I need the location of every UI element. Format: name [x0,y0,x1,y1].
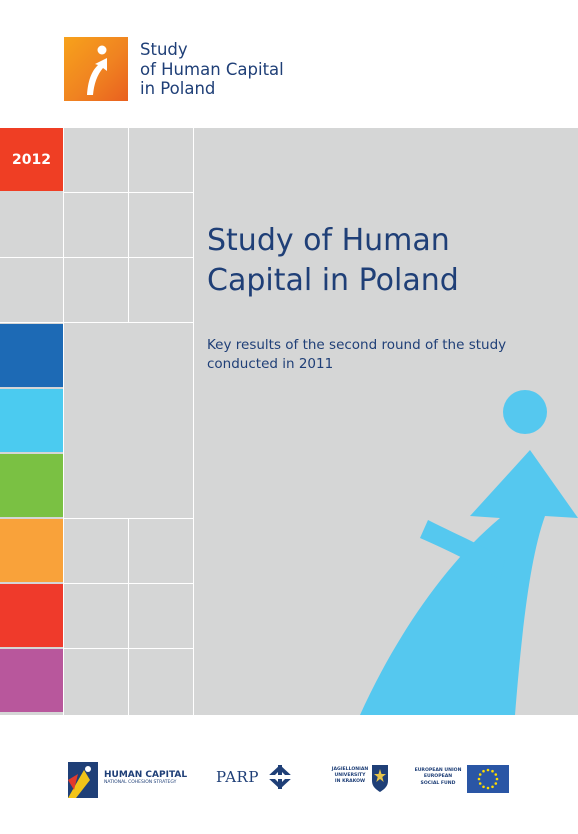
color-square-purple [0,649,63,712]
parp-logo-text: PARP [216,768,259,786]
eu-line-3: SOCIAL FUND [420,780,456,786]
grid-line [128,128,129,323]
eu-flag-icon [467,765,509,793]
grid-line [63,192,193,193]
cover-subtitle: Key results of the second round of the s… [207,336,506,374]
eu-line-2: EUROPEAN [423,774,453,780]
human-capital-subtitle: NATIONAL COHESION STRATEGY [104,780,177,785]
logo-title-line-2: of Human Capital [140,59,284,79]
grid-line [0,257,193,258]
grid-line [63,128,64,715]
jagiellonian-crest-icon [371,763,389,797]
cover-subtitle-line-2: conducted in 2011 [207,356,334,372]
grid-line [0,322,193,323]
study-logo-icon [64,37,128,101]
color-square-orange [0,519,63,582]
grid-line [63,583,193,584]
human-capital-text: HUMAN CAPITAL NATIONAL COHESION STRATEGY [104,770,187,785]
cover-title: Study of Human Capital in Poland [207,221,459,301]
logo-title-line-1: Study [140,40,188,59]
cover-panel: 2012 Study of Human Capital in Poland Ke… [0,128,578,715]
human-capital-title: HUMAN CAPITAL [104,770,188,780]
cover-title-line-2: Capital in Poland [207,263,459,298]
grid-line [63,518,193,519]
jagiellonian-line-1: JAGIELLONIAN [331,767,369,772]
logo-title-line-3: in Poland [140,79,216,98]
human-capital-logo-icon [64,760,100,804]
cover-title-line-1: Study of Human [207,223,450,258]
grid-line [63,648,193,649]
eu-text: EUROPEAN UNION EUROPEAN SOCIAL FUND [412,768,464,787]
eu-line-1: EUROPEAN UNION [414,768,462,773]
grid-line [128,518,129,715]
jagiellonian-line-3: IN KRAKOW [334,779,366,784]
header: Study of Human Capital in Poland [0,0,578,128]
parp-logo-icon [266,764,294,794]
year-badge: 2012 [0,128,63,191]
color-square-green [0,454,63,517]
color-square-cyan [0,389,63,452]
logo-title: Study of Human Capital in Poland [140,40,284,99]
color-square-red [0,584,63,647]
jagiellonian-text: JAGIELLONIAN UNIVERSITY IN KRAKOW [328,767,372,785]
grid-line [193,128,194,715]
jagiellonian-line-2: UNIVERSITY [334,773,366,778]
color-square-blue [0,324,63,387]
cover-subtitle-line-1: Key results of the second round of the s… [207,337,507,353]
person-arrow-icon [360,390,578,715]
